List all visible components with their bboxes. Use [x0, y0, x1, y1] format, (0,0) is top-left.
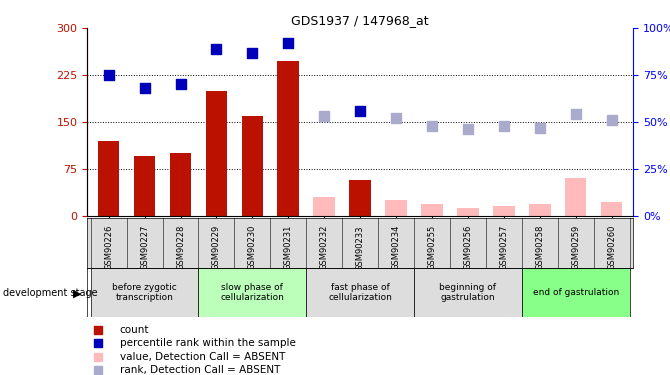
- FancyBboxPatch shape: [198, 268, 306, 317]
- Bar: [98, 141, 119, 216]
- Bar: [314, 197, 335, 216]
- Text: GSM90255: GSM90255: [427, 225, 436, 270]
- Point: [103, 72, 114, 78]
- Text: before zygotic
transcription: before zygotic transcription: [112, 283, 177, 302]
- Bar: [385, 200, 407, 216]
- FancyBboxPatch shape: [90, 268, 198, 317]
- Bar: [206, 91, 227, 216]
- Bar: [170, 153, 191, 216]
- Point: [391, 115, 401, 121]
- Point: [462, 126, 473, 132]
- Text: development stage: development stage: [3, 288, 98, 298]
- Bar: [242, 116, 263, 216]
- Text: GSM90227: GSM90227: [140, 225, 149, 270]
- FancyBboxPatch shape: [306, 268, 414, 317]
- Text: GSM90259: GSM90259: [571, 225, 580, 270]
- Point: [247, 50, 258, 55]
- Text: GSM90233: GSM90233: [356, 225, 364, 271]
- Bar: [134, 156, 155, 216]
- Point: [570, 111, 581, 117]
- Bar: [601, 202, 622, 216]
- Point: [283, 40, 293, 46]
- Text: beginning of
gastrulation: beginning of gastrulation: [440, 283, 496, 302]
- Text: fast phase of
cellularization: fast phase of cellularization: [328, 283, 392, 302]
- Text: GSM90260: GSM90260: [607, 225, 616, 270]
- Text: GSM90230: GSM90230: [248, 225, 257, 270]
- Text: GSM90231: GSM90231: [284, 225, 293, 270]
- Point: [354, 108, 365, 114]
- Title: GDS1937 / 147968_at: GDS1937 / 147968_at: [291, 14, 429, 27]
- Text: percentile rank within the sample: percentile rank within the sample: [120, 339, 295, 348]
- Text: count: count: [120, 326, 149, 335]
- Point: [175, 81, 186, 87]
- Point: [454, 296, 465, 302]
- Text: GSM90228: GSM90228: [176, 225, 185, 270]
- Text: slow phase of
cellularization: slow phase of cellularization: [220, 283, 284, 302]
- Text: GSM90257: GSM90257: [499, 225, 509, 270]
- Text: GSM90232: GSM90232: [320, 225, 329, 270]
- Text: rank, Detection Call = ABSENT: rank, Detection Call = ABSENT: [120, 364, 280, 375]
- Text: GSM90226: GSM90226: [104, 225, 113, 270]
- Point: [535, 124, 545, 130]
- Point: [454, 58, 465, 64]
- Point: [427, 123, 438, 129]
- Text: GSM90258: GSM90258: [535, 225, 544, 270]
- Bar: [277, 61, 299, 216]
- FancyBboxPatch shape: [522, 268, 630, 317]
- Bar: [565, 178, 586, 216]
- Bar: [421, 204, 443, 216]
- Text: ▶: ▶: [73, 288, 82, 298]
- Text: GSM90234: GSM90234: [391, 225, 401, 270]
- Bar: [349, 180, 371, 216]
- Text: GSM90229: GSM90229: [212, 225, 221, 270]
- Point: [139, 85, 150, 91]
- Point: [454, 177, 465, 183]
- Text: GSM90256: GSM90256: [464, 225, 472, 270]
- Bar: [493, 206, 515, 216]
- Bar: [457, 207, 478, 216]
- Point: [498, 123, 509, 129]
- FancyBboxPatch shape: [414, 268, 522, 317]
- Bar: [529, 204, 551, 216]
- Text: end of gastrulation: end of gastrulation: [533, 288, 619, 297]
- Point: [211, 46, 222, 52]
- Point: [606, 117, 617, 123]
- Text: value, Detection Call = ABSENT: value, Detection Call = ABSENT: [120, 351, 285, 361]
- Point: [319, 113, 330, 119]
